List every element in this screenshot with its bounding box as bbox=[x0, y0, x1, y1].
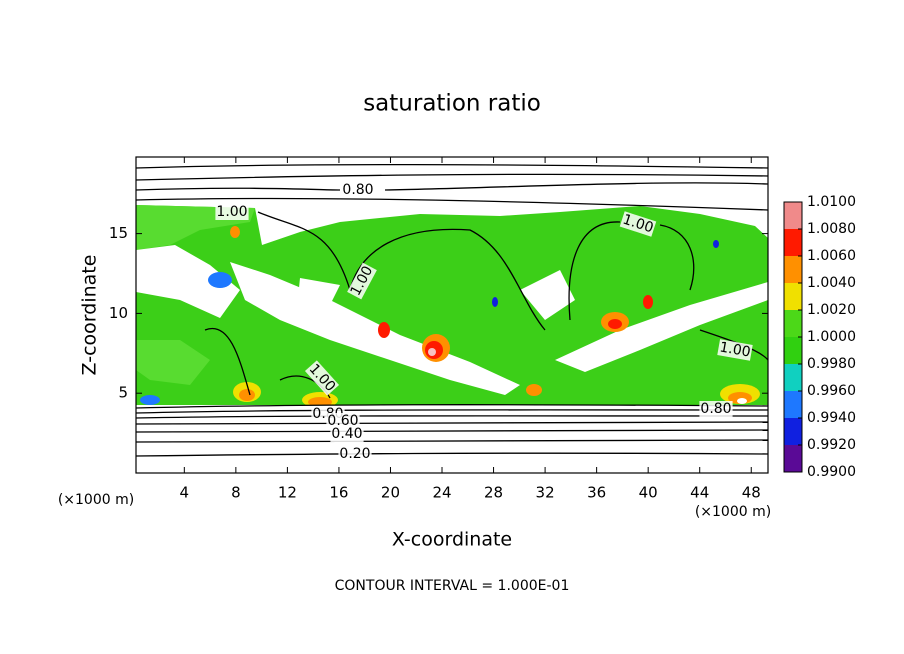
contour-label-bg bbox=[330, 426, 364, 442]
x-tick-label: 36 bbox=[587, 484, 606, 502]
contour-label-bg bbox=[717, 339, 753, 361]
x-tick-label: 4 bbox=[180, 484, 190, 502]
x-tick-label: 24 bbox=[432, 484, 451, 502]
contour-label-bg bbox=[215, 204, 249, 220]
colorbar-label: 0.9900 bbox=[807, 464, 856, 480]
contour-label-bg bbox=[699, 401, 733, 417]
colorbar-label: 1.0100 bbox=[807, 194, 856, 210]
y-tick-label: 5 bbox=[118, 384, 128, 402]
y-axis-label: Z-coordinate bbox=[79, 255, 101, 376]
colorbar-band bbox=[784, 229, 802, 256]
contour-label-bg bbox=[347, 262, 377, 300]
x-tick-label: 20 bbox=[381, 484, 400, 502]
x-tick-label: 32 bbox=[536, 484, 555, 502]
colorbar-band bbox=[784, 364, 802, 391]
y-tick-label: 15 bbox=[109, 224, 128, 242]
plot-frame bbox=[135, 156, 769, 474]
colorbar-label: 0.9920 bbox=[807, 437, 856, 453]
colorbar-band bbox=[784, 256, 802, 283]
x-unit-label: (×1000 m) bbox=[695, 504, 771, 520]
contour-label-bg bbox=[338, 446, 372, 462]
field-blue bbox=[140, 395, 160, 405]
field-gap bbox=[520, 270, 575, 320]
x-tick-label: 40 bbox=[639, 484, 658, 502]
contour-label-bg bbox=[326, 413, 360, 429]
colorbar-band bbox=[784, 391, 802, 418]
contour-label-bg bbox=[304, 360, 340, 396]
field-blue bbox=[713, 240, 719, 248]
x-tick-label: 16 bbox=[329, 484, 348, 502]
contour-label: 0.40 bbox=[331, 426, 362, 442]
colorbar-band bbox=[784, 445, 802, 472]
contour-label: 0.80 bbox=[700, 401, 731, 417]
y-tick-label: 10 bbox=[109, 304, 128, 322]
colorbar-label: 0.9960 bbox=[807, 383, 856, 399]
field-blue bbox=[208, 272, 232, 288]
field-blue bbox=[492, 297, 498, 307]
field-light-green bbox=[136, 340, 210, 385]
contour-label: 0.60 bbox=[327, 413, 358, 429]
colorbar-label: 1.0020 bbox=[807, 302, 856, 318]
x-unit-label: (×1000 m) bbox=[58, 492, 134, 508]
field-gap bbox=[298, 278, 340, 305]
contour-label-bg bbox=[619, 211, 657, 237]
colorbar-band bbox=[784, 310, 802, 337]
colorbar-band bbox=[784, 418, 802, 445]
field-gap bbox=[555, 282, 768, 372]
x-tick-label: 8 bbox=[231, 484, 241, 502]
contour-label: 0.20 bbox=[339, 446, 370, 462]
field-gap bbox=[136, 245, 240, 318]
colorbar-label: 1.0000 bbox=[807, 329, 856, 345]
colorbar-label: 0.9940 bbox=[807, 410, 856, 426]
field-lower bbox=[136, 405, 768, 473]
colorbar-label: 0.9980 bbox=[807, 356, 856, 372]
x-tick-label: 28 bbox=[484, 484, 503, 502]
contour-label: 0.80 bbox=[342, 182, 373, 198]
x-axis-label: X-coordinate bbox=[392, 529, 512, 551]
colorbar-band bbox=[784, 202, 802, 229]
contour-label: 1.00 bbox=[216, 204, 247, 220]
contour-label: 1.00 bbox=[718, 339, 751, 360]
colorbar-label: 1.0040 bbox=[807, 275, 856, 291]
chart-title: saturation ratio bbox=[363, 91, 541, 117]
colorbar-band bbox=[784, 283, 802, 310]
colorbar-band bbox=[784, 337, 802, 364]
colorbar-label: 1.0080 bbox=[807, 221, 856, 237]
colorbar-label: 1.0060 bbox=[807, 248, 856, 264]
x-tick-label: 12 bbox=[278, 484, 297, 502]
contour-label-bg bbox=[341, 182, 375, 198]
x-tick-label: 48 bbox=[742, 484, 761, 502]
footer: CONTOUR INTERVAL = 1.000E-01 bbox=[335, 578, 570, 594]
x-tick-label: 44 bbox=[690, 484, 709, 502]
field-hotspots bbox=[230, 226, 760, 408]
